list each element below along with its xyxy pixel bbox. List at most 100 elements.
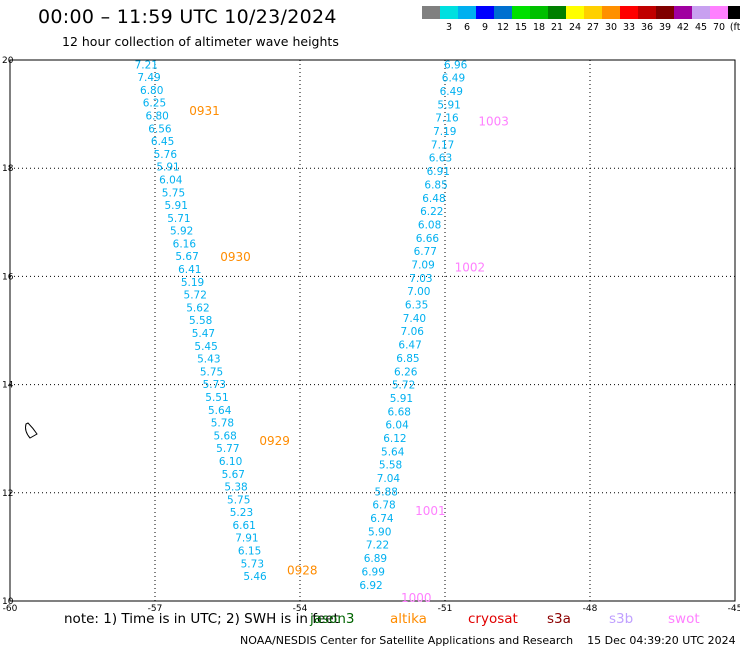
legend-label: 24 [568, 22, 582, 33]
swh-value-track-b: 6.12 [383, 433, 406, 445]
x-tick-label: -48 [583, 604, 598, 612]
swh-value-track-b: 6.74 [370, 513, 394, 525]
legend-swatch [710, 6, 728, 19]
y-tick-label: 20 [2, 56, 14, 66]
swh-value-track-b: 6.66 [416, 233, 440, 245]
swh-value-track-b: 7.09 [411, 259, 434, 271]
swh-value-track-b: 6.91 [427, 166, 450, 178]
legend-swatch [692, 6, 710, 19]
swh-value-track-b: 6.85 [396, 353, 419, 365]
swh-value-track-b: 5.90 [368, 526, 391, 538]
swh-value-track-b: 5.58 [379, 460, 402, 472]
legend-swatch [422, 6, 440, 19]
swh-value-track-a: 5.91 [156, 162, 179, 174]
y-tick-label: 14 [2, 381, 14, 391]
swh-value-track-b: 5.91 [390, 393, 413, 405]
time-label-track-b: 1001 [415, 504, 446, 518]
swh-value-track-a: 5.19 [181, 277, 204, 289]
swh-value-track-a: 6.41 [178, 264, 201, 276]
credit-line: NOAA/NESDIS Center for Satellite Applica… [240, 634, 736, 647]
legend-label: 30 [604, 22, 618, 33]
time-label-track-a: 0928 [287, 564, 318, 578]
swh-value-track-a: 6.25 [143, 98, 166, 110]
swh-value-track-b: 7.16 [435, 113, 459, 125]
swh-value-track-a: 5.73 [241, 558, 264, 570]
swh-value-track-b: 6.49 [440, 86, 463, 98]
swh-value-track-b: 7.19 [433, 126, 456, 138]
legend-label: 6 [463, 22, 471, 33]
swh-value-track-b: 6.48 [422, 193, 445, 205]
chart-subtitle: 12 hour collection of altimeter wave hei… [62, 34, 339, 49]
swh-value-track-a: 5.75 [200, 366, 223, 378]
time-label-track-a: 0930 [220, 250, 251, 264]
legend-label: 42 [676, 22, 690, 33]
legend-label: 27 [586, 22, 600, 33]
swh-value-track-a: 5.76 [154, 149, 178, 161]
swh-value-track-b: 5.64 [381, 446, 405, 458]
satellite-label-swot: swot [668, 611, 700, 627]
chart-title: 00:00 – 11:59 UTC 10/23/2024 [38, 6, 337, 28]
swh-value-track-a: 7.21 [135, 59, 158, 71]
swh-value-track-b: 6.85 [424, 179, 447, 191]
swh-value-track-b: 7.03 [409, 273, 432, 285]
swh-value-track-a: 6.80 [145, 111, 168, 123]
swh-value-track-b: 6.04 [385, 420, 409, 432]
swh-value-track-a: 6.04 [159, 174, 183, 186]
satellite-label-cryosat: cryosat [468, 611, 518, 627]
legend-label: 39 [658, 22, 672, 33]
legend-label: 33 [622, 22, 636, 33]
swh-value-track-a: 6.16 [173, 238, 197, 250]
swh-value-track-b: 6.78 [372, 500, 395, 512]
swh-value-track-a: 5.75 [162, 187, 185, 199]
legend-swatch [494, 6, 512, 19]
swh-value-track-a: 6.45 [151, 136, 174, 148]
time-label-track-a: 0931 [189, 104, 220, 118]
legend-swatch [620, 6, 638, 19]
legend-swatch [548, 6, 566, 19]
swh-value-track-b: 6.92 [359, 580, 382, 592]
swh-value-track-a: 5.51 [205, 392, 228, 404]
swh-value-track-a: 5.67 [175, 251, 198, 263]
swh-value-track-a: 5.67 [222, 469, 245, 481]
swh-value-track-b: 5.88 [375, 486, 398, 498]
swh-value-track-b: 6.22 [420, 206, 443, 218]
legend-swatch [476, 6, 494, 19]
swh-value-track-b: 6.77 [414, 246, 437, 258]
satellite-label-s3b: s3b [609, 611, 634, 627]
swh-value-track-b: 5.91 [437, 99, 460, 111]
footer-note: note: 1) Time is in UTC; 2) SWH is in fe… [0, 611, 740, 629]
swh-value-track-a: 5.64 [208, 405, 232, 417]
swh-value-track-b: 7.04 [377, 473, 401, 485]
swh-value-track-b: 7.22 [366, 540, 389, 552]
swh-value-track-b: 6.26 [394, 366, 418, 378]
swh-value-track-b: 6.47 [398, 340, 421, 352]
y-tick-label: 10 [2, 597, 14, 607]
swh-value-track-a: 5.38 [224, 482, 247, 494]
satellite-label-altika: altika [390, 611, 427, 627]
swh-value-track-a: 6.61 [232, 520, 255, 532]
x-tick-label: -51 [438, 604, 453, 612]
swh-value-track-a: 6.15 [238, 546, 261, 558]
swh-value-track-a: 5.73 [203, 379, 226, 391]
swh-value-track-a: 5.62 [186, 302, 209, 314]
legend-swatch [530, 6, 548, 19]
swh-value-track-b: 6.49 [442, 73, 465, 85]
swh-value-track-a: 6.80 [140, 85, 163, 97]
swh-value-track-a: 5.23 [230, 507, 253, 519]
y-tick-label: 18 [2, 164, 14, 174]
swh-value-track-a: 5.58 [189, 315, 212, 327]
swh-value-track-a: 7.49 [137, 72, 160, 84]
swh-value-track-b: 7.17 [431, 139, 454, 151]
swh-value-track-a: 5.91 [165, 200, 188, 212]
island-outline [25, 422, 38, 439]
legend-label: 3 [445, 22, 453, 33]
legend-swatch [440, 6, 458, 19]
swh-value-track-b: 6.63 [429, 153, 452, 165]
swh-value-track-a: 5.46 [243, 571, 267, 583]
swh-value-track-b: 7.40 [403, 313, 426, 325]
swh-value-track-a: 5.78 [211, 418, 234, 430]
swh-value-track-a: 5.72 [184, 290, 207, 302]
swh-value-track-a: 5.92 [170, 226, 193, 238]
legend-swatch [602, 6, 620, 19]
